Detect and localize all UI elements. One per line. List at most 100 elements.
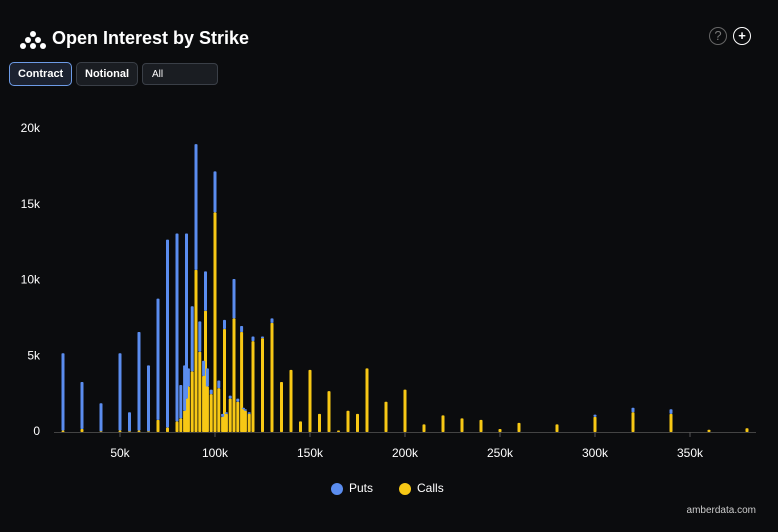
contract-button[interactable]: Contract (9, 62, 73, 86)
bar (194, 144, 198, 270)
bar (280, 382, 283, 432)
bar (166, 427, 169, 432)
bar (137, 430, 141, 432)
y-tick-label: 20k (21, 121, 41, 135)
bar (240, 325, 244, 333)
bar (209, 389, 213, 395)
bar (118, 353, 122, 431)
bar (593, 416, 597, 432)
bar (224, 412, 228, 414)
bar (593, 414, 597, 417)
bar (61, 353, 65, 431)
bar (346, 410, 350, 432)
bar (247, 413, 251, 432)
x-tick-label: 350k (677, 446, 704, 460)
legend-label: Calls (417, 481, 444, 495)
bar (194, 269, 198, 432)
bar (243, 410, 247, 432)
bar (128, 412, 131, 432)
bar (179, 418, 183, 432)
bar (441, 415, 445, 432)
bar (460, 418, 464, 432)
x-tick-label: 50k (110, 446, 130, 460)
bar (179, 385, 183, 419)
help-button[interactable]: ? (709, 27, 727, 45)
filter-select[interactable]: All (142, 63, 218, 85)
bar (166, 239, 169, 428)
bar (224, 413, 228, 432)
bar (236, 398, 240, 402)
bar (156, 298, 160, 420)
bar (217, 380, 221, 389)
bar (198, 351, 202, 432)
bar (745, 428, 749, 432)
bar (190, 306, 194, 372)
legend-label: Puts (349, 481, 373, 495)
bar (190, 371, 194, 432)
bar (270, 322, 274, 432)
bar (261, 338, 264, 432)
title: Open Interest by Strike (52, 28, 250, 48)
bar (242, 407, 245, 410)
bar (270, 318, 274, 323)
bar (232, 318, 236, 432)
bar (128, 431, 131, 432)
bar (243, 409, 247, 411)
y-tick-label: 10k (21, 273, 41, 287)
bar (198, 321, 202, 352)
bar (99, 431, 103, 432)
bar (185, 233, 188, 399)
bar (186, 368, 190, 387)
bar (247, 412, 251, 414)
bar (232, 278, 236, 319)
add-button[interactable]: + (733, 27, 751, 45)
bar (80, 428, 84, 432)
bar (205, 386, 209, 432)
bar (217, 388, 221, 432)
bar (223, 319, 226, 329)
bar (631, 407, 635, 413)
y-tick-label: 0 (33, 424, 40, 438)
bar (61, 430, 65, 432)
legend-marker (399, 483, 412, 495)
bar (205, 368, 209, 387)
bar (384, 401, 388, 432)
bar (147, 365, 150, 432)
bar (337, 430, 340, 432)
x-tick-label: 300k (582, 446, 609, 460)
watermark: amberdata.com (686, 505, 756, 516)
bar (209, 394, 213, 432)
bar (251, 336, 255, 342)
bar (99, 403, 103, 432)
bar (308, 369, 312, 432)
bar (223, 328, 226, 432)
bar (365, 368, 369, 432)
bar (356, 413, 359, 432)
x-tick-label: 250k (487, 446, 514, 460)
bar (299, 421, 302, 432)
bar (228, 398, 232, 432)
bar (707, 429, 711, 432)
bar (147, 431, 150, 432)
bar (251, 341, 255, 432)
bar (498, 428, 502, 432)
bar (422, 424, 426, 432)
bar (175, 421, 179, 432)
bar (137, 332, 141, 431)
notional-button[interactable]: Notional (76, 62, 138, 86)
bar (213, 171, 217, 213)
bar (669, 413, 673, 432)
legend-marker (331, 483, 343, 495)
x-tick-label: 150k (297, 446, 324, 460)
bar (289, 369, 293, 432)
bar (213, 212, 217, 432)
bar (202, 360, 206, 376)
logo (20, 31, 46, 49)
bar (221, 413, 225, 417)
bar (80, 382, 84, 429)
bar (261, 336, 264, 339)
y-tick-label: 5k (27, 348, 41, 362)
bar (555, 424, 559, 432)
